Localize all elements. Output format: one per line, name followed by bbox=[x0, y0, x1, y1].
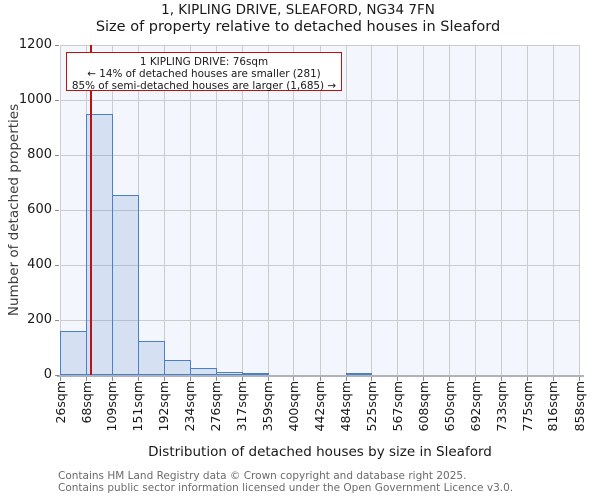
x-tick-label: 608sqm bbox=[415, 381, 431, 432]
x-axis-line bbox=[57, 374, 584, 377]
x-tick-mark bbox=[552, 377, 554, 381]
x-tick-mark bbox=[241, 377, 243, 381]
annotation-line-1: 1 KIPLING DRIVE: 76sqm bbox=[139, 55, 269, 68]
x-tick-mark bbox=[60, 377, 61, 381]
x-tick-mark bbox=[345, 377, 347, 381]
x-tick-mark bbox=[86, 377, 88, 381]
x-tick-mark bbox=[215, 377, 217, 381]
histogram-bar bbox=[111, 194, 139, 375]
x-tick-label: 276sqm bbox=[208, 381, 224, 432]
annotation-line-2: ← 14% of detached houses are smaller (28… bbox=[87, 67, 321, 80]
x-tick-mark bbox=[319, 377, 321, 381]
h-gridline bbox=[60, 100, 579, 101]
y-tick-label: 1200 bbox=[18, 37, 52, 52]
chart-subtitle: Size of property relative to detached ho… bbox=[95, 19, 501, 35]
x-tick-label: 26sqm bbox=[52, 381, 68, 424]
x-tick-label: 733sqm bbox=[493, 381, 509, 432]
x-tick-label: 650sqm bbox=[441, 381, 457, 432]
annotation-line-3: 85% of semi-detached houses are larger (… bbox=[71, 79, 337, 92]
y-tick-mark bbox=[55, 375, 59, 376]
x-tick-mark bbox=[371, 377, 373, 381]
x-tick-mark bbox=[527, 377, 529, 381]
histogram-bar bbox=[60, 331, 88, 375]
y-axis-label: Number of detached properties bbox=[6, 103, 22, 317]
y-tick-mark bbox=[55, 100, 59, 101]
x-axis-label: Distribution of detached houses by size … bbox=[148, 444, 492, 460]
x-tick-label: 109sqm bbox=[104, 381, 120, 432]
x-tick-label: 484sqm bbox=[338, 381, 354, 432]
h-gridline bbox=[60, 45, 579, 46]
y-tick-mark bbox=[55, 210, 59, 211]
x-tick-mark bbox=[189, 377, 191, 381]
footer-line-1: Contains HM Land Registry data © Crown c… bbox=[58, 470, 467, 482]
y-tick-mark bbox=[55, 320, 59, 321]
histogram-bar bbox=[163, 359, 191, 375]
x-tick-label: 567sqm bbox=[389, 381, 405, 432]
attribution-footer: Contains HM Land Registry data © Crown c… bbox=[58, 470, 513, 494]
h-gridline bbox=[60, 155, 579, 156]
h-gridline bbox=[60, 210, 579, 211]
property-marker-line bbox=[90, 45, 93, 375]
x-tick-mark bbox=[163, 377, 165, 381]
x-tick-mark bbox=[475, 377, 477, 381]
y-tick-mark bbox=[55, 265, 59, 266]
x-tick-mark bbox=[579, 377, 580, 381]
x-tick-mark bbox=[423, 377, 425, 381]
x-tick-mark bbox=[111, 377, 113, 381]
v-gridline bbox=[579, 45, 580, 375]
x-tick-label: 525sqm bbox=[363, 381, 379, 432]
x-tick-mark bbox=[501, 377, 503, 381]
x-tick-mark bbox=[267, 377, 269, 381]
x-tick-label: 858sqm bbox=[571, 381, 587, 432]
x-tick-label: 151sqm bbox=[130, 381, 146, 432]
annotation-box: 1 KIPLING DRIVE: 76sqm ← 14% of detached… bbox=[66, 52, 342, 92]
y-tick-label: 200 bbox=[27, 312, 52, 327]
y-tick-mark bbox=[55, 45, 59, 46]
x-tick-mark bbox=[397, 377, 399, 381]
chart-title: 1, KIPLING DRIVE, SLEAFORD, NG34 7FN bbox=[161, 2, 435, 18]
y-tick-label: 600 bbox=[27, 202, 52, 217]
footer-line-2: Contains public sector information licen… bbox=[58, 482, 514, 495]
h-gridline bbox=[60, 320, 579, 321]
h-gridline bbox=[60, 265, 579, 266]
x-tick-label: 442sqm bbox=[312, 381, 327, 432]
y-tick-label: 800 bbox=[27, 147, 52, 162]
x-tick-label: 234sqm bbox=[182, 381, 198, 432]
x-tick-label: 317sqm bbox=[234, 381, 250, 432]
y-tick-mark bbox=[55, 155, 59, 156]
x-tick-label: 68sqm bbox=[78, 381, 94, 424]
x-tick-mark bbox=[449, 377, 451, 381]
y-tick-label: 0 bbox=[43, 367, 52, 382]
x-tick-mark bbox=[137, 377, 139, 381]
y-tick-label: 400 bbox=[27, 257, 52, 272]
x-tick-label: 192sqm bbox=[156, 381, 172, 432]
x-tick-label: 692sqm bbox=[467, 381, 483, 432]
x-tick-label: 775sqm bbox=[519, 381, 535, 432]
x-tick-label: 816sqm bbox=[545, 381, 561, 432]
y-tick-label: 1000 bbox=[18, 92, 52, 107]
x-tick-label: 400sqm bbox=[285, 381, 301, 432]
x-tick-label: 359sqm bbox=[260, 381, 276, 432]
histogram-bar bbox=[137, 340, 165, 375]
x-tick-mark bbox=[293, 377, 295, 381]
